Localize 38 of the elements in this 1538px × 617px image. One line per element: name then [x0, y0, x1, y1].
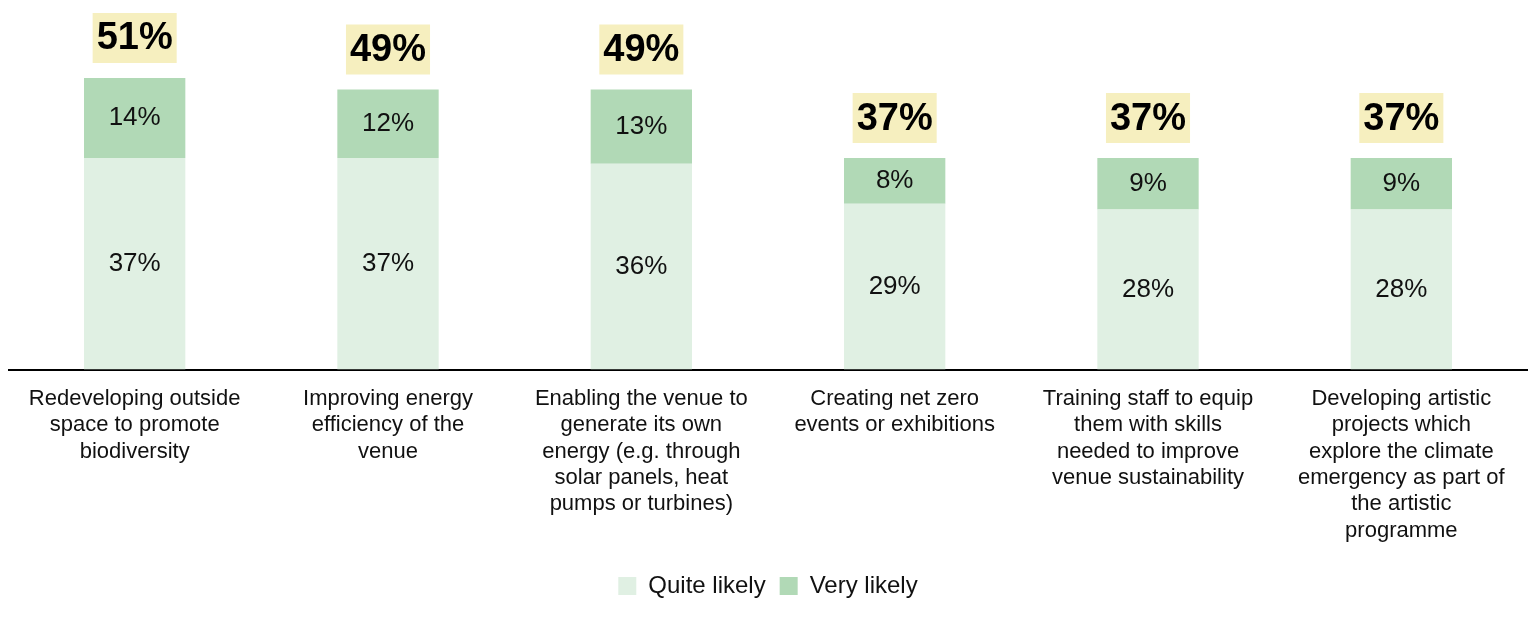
- bar: [1350, 158, 1452, 210]
- bar: [844, 203, 946, 370]
- total-label: 51%: [96, 15, 173, 58]
- x-tick-label: Redeveloping outside space to promote biodiversity: [28, 384, 241, 463]
- bar: [337, 158, 439, 370]
- total-label: 37%: [1363, 95, 1440, 138]
- bar: [1350, 209, 1452, 370]
- bar: [84, 158, 186, 370]
- data-label: 13%: [615, 109, 668, 140]
- x-tick-label: Training staff to equip them with skills needed to improve venue sustainability: [1042, 384, 1254, 490]
- legend-label: Very likely: [809, 570, 918, 598]
- total-label: 37%: [1109, 95, 1187, 138]
- data-label: 37%: [108, 247, 161, 277]
- total-label: 49%: [603, 26, 680, 69]
- total-label: 37%: [856, 95, 933, 138]
- bar: [84, 78, 186, 159]
- bar: [1097, 158, 1199, 210]
- bar: [590, 89, 692, 164]
- bar: [844, 158, 946, 204]
- bar: [1097, 209, 1199, 370]
- data-label: 12%: [361, 106, 415, 137]
- bar: [337, 89, 439, 159]
- data-label: 8%: [875, 164, 914, 195]
- legend-label: Quite likely: [648, 570, 766, 598]
- x-tick-label: Developing artistic projects which explore the climate emergency as part of the artistic programme: [1298, 384, 1506, 542]
- data-label: 28%: [1121, 272, 1175, 303]
- data-label: 14%: [108, 101, 161, 132]
- data-label: 37%: [361, 247, 415, 277]
- bar: [590, 163, 692, 370]
- data-label: 9%: [1129, 166, 1167, 197]
- data-label: 29%: [868, 269, 921, 300]
- x-tick-label: Enabling the venue to generate its own energy (e.g. through solar panels, heat pumps or turbines): [534, 384, 748, 516]
- data-label: 9%: [1382, 166, 1421, 197]
- data-label: 28%: [1375, 272, 1428, 303]
- data-label: 36%: [615, 249, 668, 280]
- x-tick-label: Creating net zero events or exhibitions: [794, 384, 995, 437]
- total-label: 49%: [349, 26, 427, 69]
- x-tick-label: Improving energy efficiency of the venue: [303, 384, 473, 463]
